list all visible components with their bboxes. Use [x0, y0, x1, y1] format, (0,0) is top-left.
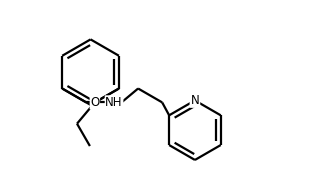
Text: O: O	[90, 96, 99, 109]
Text: NH: NH	[105, 96, 123, 109]
Text: N: N	[191, 94, 199, 107]
